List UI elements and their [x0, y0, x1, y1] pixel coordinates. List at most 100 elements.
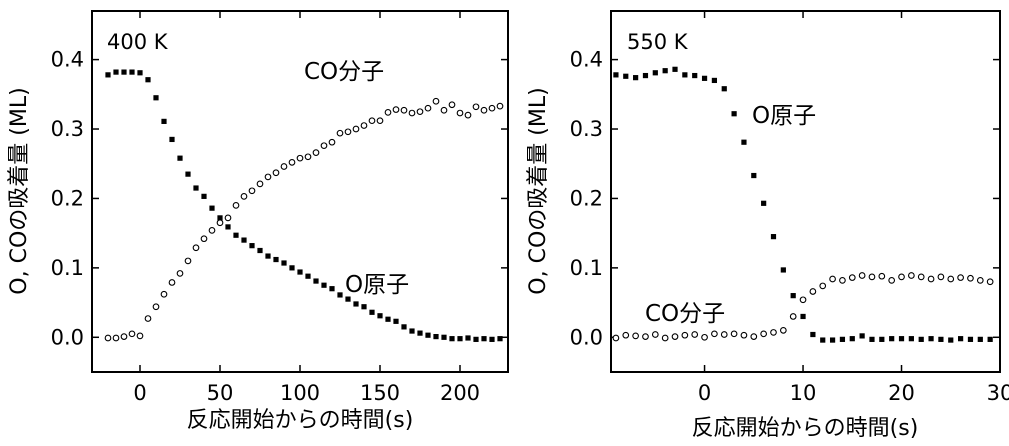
o-atom-point	[329, 286, 335, 292]
data-points	[104, 69, 504, 342]
plot-frame	[91, 10, 509, 373]
o-atom-point	[161, 118, 167, 124]
co-molecule-point	[288, 158, 296, 166]
o-atom-point	[225, 224, 231, 230]
o-atom-point	[305, 273, 311, 279]
o-atom-point	[153, 95, 159, 101]
co-molecule-point	[868, 273, 876, 281]
o-atom-point	[770, 234, 777, 240]
x-tick-label: 200	[440, 381, 480, 405]
co-molecule-point	[496, 102, 504, 110]
o-atom-point	[273, 256, 279, 263]
o-atom-point	[711, 77, 718, 84]
co-molecule-point	[947, 275, 955, 283]
co-molecule-point	[819, 282, 827, 290]
o-atom-point	[457, 336, 463, 342]
o-atom-point	[449, 336, 455, 342]
co-molecule-point	[200, 235, 208, 243]
co-molecule-point	[957, 274, 964, 281]
co-molecule-point	[256, 180, 264, 188]
o-atom-point	[417, 330, 423, 336]
o-atom-point	[761, 200, 767, 206]
o-atom-point	[662, 68, 668, 74]
co-molecule-point	[917, 273, 925, 281]
co-molecule-point	[839, 277, 846, 284]
co-molecule-point	[681, 331, 689, 339]
co-molecule-point	[986, 278, 994, 286]
o-atom-point	[369, 309, 375, 315]
co-molecule-point	[272, 169, 280, 177]
co-molecule-point	[344, 128, 352, 136]
o-atom-point	[731, 111, 737, 117]
o-atom-point	[169, 136, 175, 143]
co-molecule-point	[312, 149, 320, 156]
co-molecule-point	[120, 333, 128, 340]
co-molecule-point	[336, 129, 344, 137]
o-atom-point	[859, 333, 865, 339]
x-tick-label: 20	[888, 381, 915, 405]
o-atom-point	[987, 336, 993, 342]
annotation-co-molecule: CO分子	[645, 301, 725, 327]
co-molecule-point	[701, 333, 708, 341]
o-atom-point	[353, 301, 359, 307]
annotation-co-molecule: CO分子	[304, 59, 384, 85]
co-molecule-point	[104, 334, 112, 342]
o-atom-point	[345, 296, 351, 302]
o-atom-point	[129, 69, 135, 75]
o-atom-point	[185, 171, 191, 177]
o-atom-point	[879, 336, 885, 342]
x-tick-label: 0	[133, 381, 146, 405]
co-molecule-point	[360, 122, 368, 129]
o-atom-point	[177, 155, 183, 161]
o-atom-point	[682, 72, 688, 78]
co-molecule-point	[232, 202, 240, 209]
o-atom-point	[337, 292, 343, 298]
co-molecule-point	[908, 272, 915, 279]
co-molecule-point	[208, 227, 216, 234]
co-molecule-point	[392, 106, 400, 113]
o-atom-point	[233, 232, 239, 238]
co-molecule-point	[671, 333, 679, 340]
co-molecule-point	[480, 106, 488, 114]
o-atom-point	[377, 313, 383, 319]
co-molecule-point	[352, 125, 360, 133]
o-atom-point	[701, 75, 708, 81]
co-molecule-point	[128, 330, 136, 338]
o-atom-point	[958, 336, 964, 342]
co-molecule-point	[456, 109, 464, 117]
o-atom-point	[908, 336, 914, 342]
x-tick-label: 10	[790, 381, 817, 405]
co-molecule-point	[472, 103, 480, 111]
co-molecule-point	[720, 331, 728, 338]
o-atom-point	[289, 265, 295, 271]
o-atom-point	[441, 334, 447, 340]
co-molecule-point	[376, 117, 384, 125]
co-molecule-point	[112, 334, 120, 342]
co-molecule-point	[192, 244, 200, 252]
o-atom-point	[137, 70, 143, 76]
y-axis-title: O, COの吸着量 (ML)	[526, 87, 551, 294]
o-atom-point	[869, 336, 875, 342]
o-atom-point	[692, 72, 698, 79]
o-atom-point	[820, 337, 826, 343]
o-atom-point	[193, 185, 199, 191]
y-tick-label: 0.2	[51, 186, 84, 210]
co-molecule-point	[809, 288, 817, 295]
y-tick-label: 0.3	[51, 117, 84, 141]
co-molecule-point	[711, 330, 718, 338]
o-atom-point	[105, 72, 111, 78]
co-molecule-point	[264, 173, 272, 181]
co-molecule-point	[937, 273, 945, 281]
co-molecule-point	[248, 187, 256, 195]
o-atom-point	[800, 313, 806, 320]
o-atom-point	[613, 72, 619, 78]
co-molecule-point	[416, 108, 424, 116]
co-molecule-point	[691, 331, 699, 338]
co-molecule-point	[661, 334, 669, 342]
o-atom-point	[265, 253, 271, 259]
y-tick-label: 0.4	[51, 48, 84, 72]
panel-400k: 0 50 100 150 200 0.00.10.20.30.4 400 K CO分子 …	[7, 10, 509, 433]
co-molecule-point	[304, 153, 312, 161]
o-atom-point	[721, 86, 727, 92]
co-molecule-point	[408, 109, 416, 117]
